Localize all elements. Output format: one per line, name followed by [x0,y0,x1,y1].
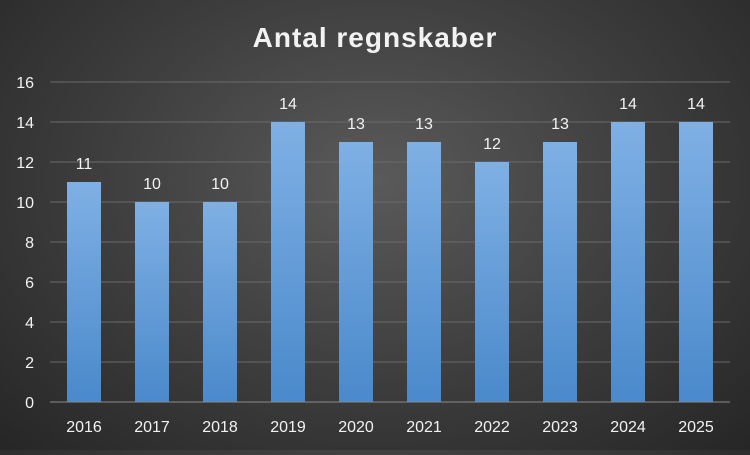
x-tick-label: 2023 [542,419,578,436]
x-tick-label: 2019 [270,419,306,436]
x-tick-label: 2020 [338,419,374,436]
y-tick-label: 10 [16,195,34,212]
y-tick-label: 6 [25,275,34,292]
data-label: 13 [347,116,365,133]
y-axis-ticks: 0 2 4 6 8 10 12 14 16 [16,75,34,412]
bar-2025 [679,122,713,402]
y-tick-label: 8 [25,235,34,252]
x-tick-label: 2021 [406,419,442,436]
bar-2024 [611,122,645,402]
y-tick-label: 14 [16,115,34,132]
data-label: 14 [687,96,705,113]
data-label: 10 [211,176,229,193]
bar-2020 [339,142,373,402]
data-label: 13 [415,116,433,133]
data-label: 10 [143,176,161,193]
data-label: 13 [551,116,569,133]
data-label: 11 [76,156,93,173]
bar-2023 [543,142,577,402]
data-labels: 11 10 10 14 13 13 12 13 14 14 [76,96,705,193]
x-tick-label: 2016 [66,419,102,436]
bar-2018 [203,202,237,402]
x-tick-label: 2018 [202,419,238,436]
x-axis-ticks: 2016 2017 2018 2019 2020 2021 2022 2023 2024 2025 [66,419,714,436]
data-label: 12 [483,136,501,153]
x-tick-label: 2025 [678,419,714,436]
bar-2017 [135,202,169,402]
bars [67,122,713,402]
x-tick-label: 2022 [474,419,510,436]
y-tick-label: 12 [16,155,34,172]
y-tick-label: 2 [25,355,34,372]
bar-2022 [475,162,509,402]
bar-2016 [67,182,101,402]
data-label: 14 [279,96,297,113]
data-label: 14 [619,96,637,113]
bar-2021 [407,142,441,402]
bar-2019 [271,122,305,402]
y-tick-label: 4 [25,315,34,332]
y-tick-label: 0 [25,395,34,412]
x-tick-label: 2017 [134,419,170,436]
y-tick-label: 16 [16,75,34,92]
chart-title: Antal regnskaber [253,22,498,53]
x-tick-label: 2024 [610,419,646,436]
